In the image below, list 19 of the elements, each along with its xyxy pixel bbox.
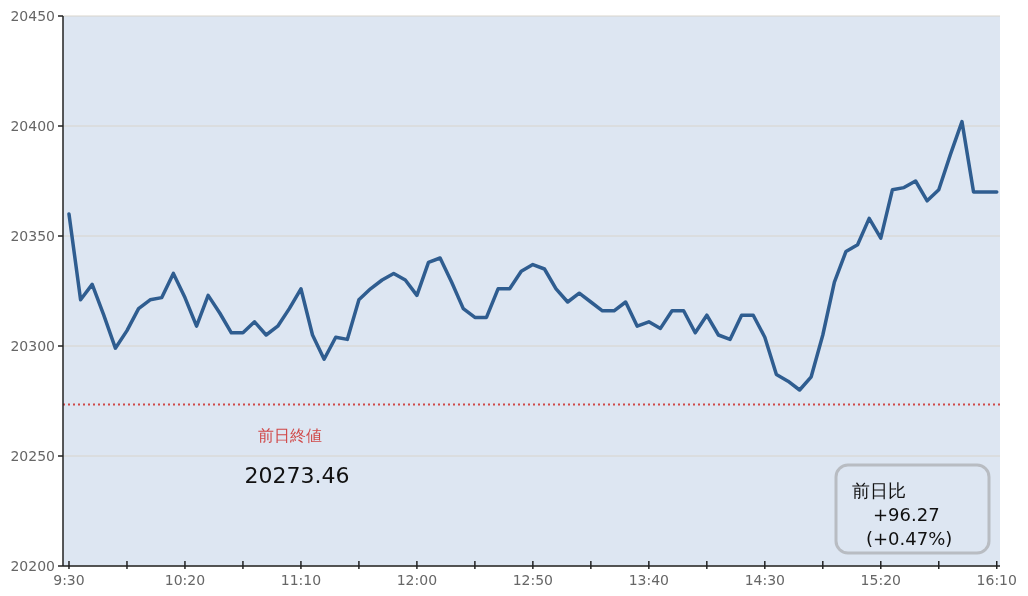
x-tick-label: 15:20 (860, 572, 901, 588)
y-tick-label: 20250 (10, 448, 55, 464)
x-tick-label: 13:40 (628, 572, 670, 588)
line-series (67, 119, 999, 392)
annotation: 20273.46 (244, 463, 350, 489)
y-tick-label: 20400 (10, 118, 55, 134)
x-tick-label: 9:30 (53, 572, 85, 588)
y-tick-label: 20350 (10, 228, 55, 244)
annotation: 前日比 +96.27 (+0.47%) (852, 480, 953, 549)
x-tick-label: 16:10 (976, 572, 1017, 588)
y-tick-label: 20200 (10, 558, 55, 574)
ref-line-label: 前日終値 (258, 426, 322, 446)
y-tick-label: 20300 (10, 338, 55, 354)
x-tick-label: 11:10 (280, 572, 322, 588)
x-tick-label: 12:50 (512, 572, 554, 588)
y-tick-label: 20450 (10, 8, 55, 24)
x-tick-label: 14:30 (744, 572, 785, 588)
x-tick-label: 10:20 (164, 572, 206, 588)
x-tick-label: 12:00 (396, 572, 438, 588)
